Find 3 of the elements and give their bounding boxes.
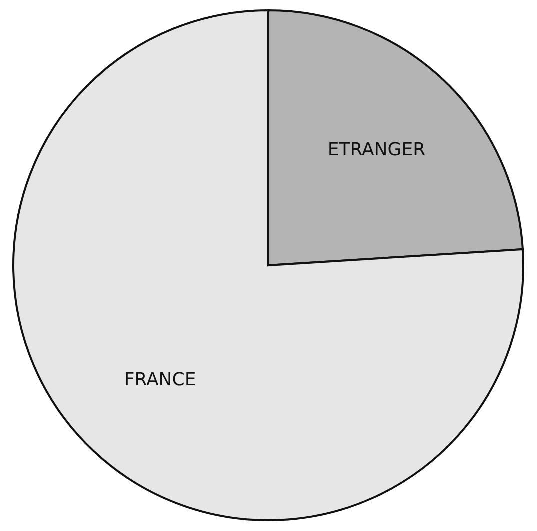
slice-label: FRANCE	[124, 370, 196, 391]
slice-label: ETRANGER	[328, 139, 426, 160]
pie-slice	[12, 10, 524, 522]
